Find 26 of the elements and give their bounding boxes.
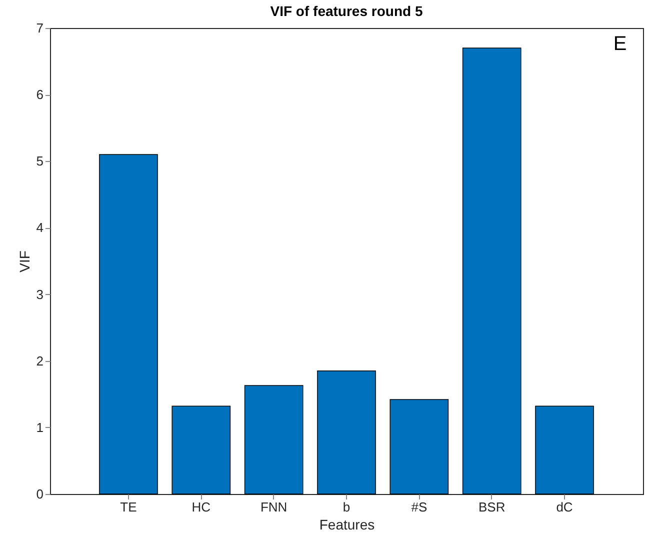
y-tick-label: 4 [36, 220, 44, 236]
chart-title: VIF of features round 5 [270, 3, 423, 19]
x-tick-label: HC [192, 500, 211, 514]
x-tick-label: b [342, 500, 350, 514]
x-tick-label: FNN [260, 500, 288, 514]
x-tick-label: BSR [478, 500, 506, 514]
x-axis-title: Features [319, 516, 375, 532]
bar [462, 48, 522, 494]
bar [244, 385, 304, 494]
y-tick-label: 2 [36, 353, 44, 368]
y-tick-label: 1 [36, 420, 44, 435]
bar [99, 154, 158, 494]
y-axis-title: VIF [16, 250, 32, 272]
y-tick-label: 7 [36, 20, 44, 36]
x-tick-label: dC [556, 500, 573, 514]
y-tick-label: 3 [36, 286, 44, 302]
x-tick-label: #S [411, 500, 428, 514]
bar [317, 370, 376, 494]
bar [172, 406, 231, 494]
x-tick-label: TE [120, 500, 138, 514]
y-tick-label: 0 [36, 486, 44, 502]
bar [390, 399, 449, 494]
annotation: E [613, 33, 627, 55]
y-tick-label: 6 [36, 87, 44, 102]
y-tick-label: 5 [36, 154, 44, 169]
bar [535, 406, 594, 494]
